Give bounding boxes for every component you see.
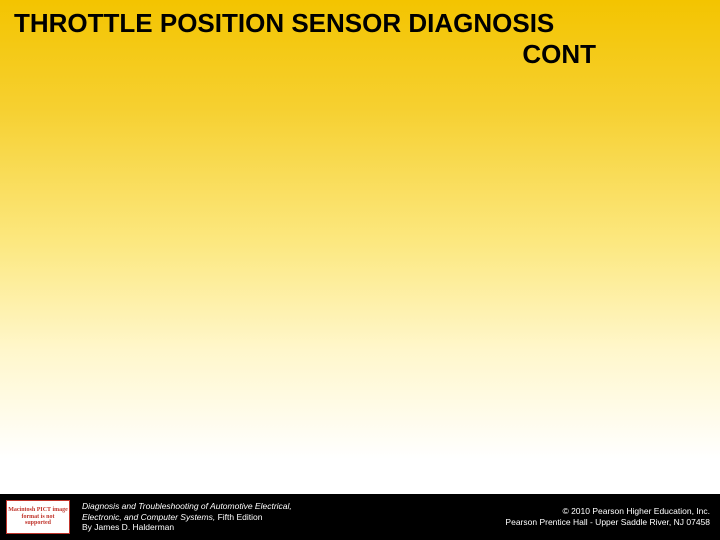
book-title-line-2: Electronic, and Computer Systems, Fifth … — [82, 512, 292, 523]
copyright-line-2: Pearson Prentice Hall - Upper Saddle Riv… — [505, 517, 710, 528]
title-line-2: CONT — [14, 39, 706, 70]
copyright-block: © 2010 Pearson Higher Education, Inc. Pe… — [505, 506, 710, 528]
placeholder-text: Macintosh PICT image format is not suppo… — [8, 507, 68, 527]
book-author-line: By James D. Halderman — [82, 522, 292, 533]
slide: THROTTLE POSITION SENSOR DIAGNOSIS CONT … — [0, 0, 720, 540]
book-title-line-1: Diagnosis and Troubleshooting of Automot… — [82, 501, 292, 512]
author-prefix: By — [82, 522, 94, 532]
book-info: Diagnosis and Troubleshooting of Automot… — [82, 501, 292, 533]
slide-title: THROTTLE POSITION SENSOR DIAGNOSIS CONT — [14, 8, 706, 70]
slide-footer: Macintosh PICT image format is not suppo… — [0, 494, 720, 540]
copyright-line-1: © 2010 Pearson Higher Education, Inc. — [505, 506, 710, 517]
missing-image-placeholder: Macintosh PICT image format is not suppo… — [6, 500, 70, 534]
title-line-1: THROTTLE POSITION SENSOR DIAGNOSIS — [14, 8, 554, 38]
book-edition: Fifth Edition — [215, 512, 262, 522]
book-title-part: Electronic, and Computer Systems, — [82, 512, 215, 522]
author-name: James D. Halderman — [94, 522, 174, 532]
footer-left: Macintosh PICT image format is not suppo… — [6, 500, 292, 534]
